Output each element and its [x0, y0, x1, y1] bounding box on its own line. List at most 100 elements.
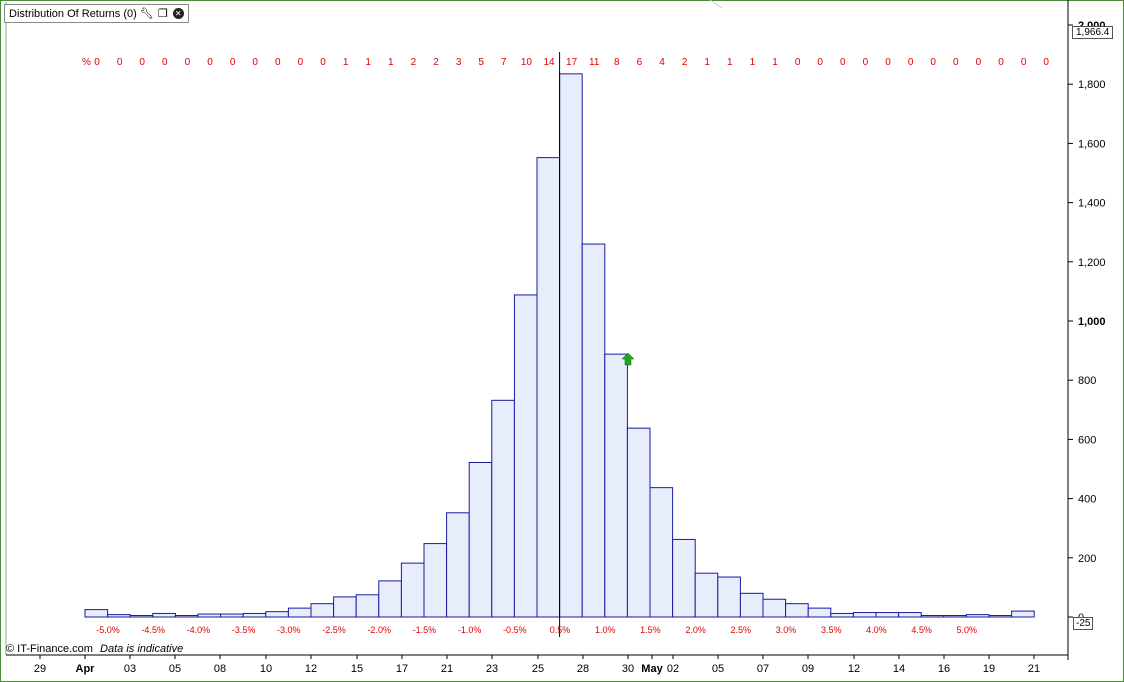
percent-label: 2: [682, 57, 688, 68]
return-label: -0.5%: [503, 625, 527, 635]
histogram-bar: [287, 607, 312, 618]
date-label: 07: [757, 663, 769, 675]
histogram-bar: [559, 73, 583, 618]
up-arrow-marker: [621, 352, 635, 366]
percent-label: 5: [478, 57, 484, 68]
return-label: 3.0%: [776, 625, 797, 635]
restore-window-icon[interactable]: ❐: [157, 8, 168, 20]
histogram-bar: [581, 243, 606, 618]
histogram-bar: [129, 615, 154, 618]
histogram-bar: [400, 562, 425, 618]
date-label: Apr: [76, 663, 96, 675]
y-tick-label: 800: [1078, 375, 1096, 387]
percent-label: 1: [772, 57, 778, 68]
histogram-bar: [739, 592, 764, 618]
histogram-bar: [830, 612, 854, 618]
percent-label: 17: [566, 57, 578, 68]
return-label: -1.0%: [458, 625, 482, 635]
date-label: 28: [577, 663, 589, 675]
histogram-bar: [604, 353, 628, 618]
histogram-bar: [875, 612, 900, 618]
histogram-bar: [174, 615, 199, 618]
date-label: 08: [214, 663, 226, 675]
y-tick-label: 200: [1078, 553, 1096, 565]
percent-label: 3: [456, 57, 462, 68]
percent-label: 14: [543, 57, 555, 68]
date-label: 17: [396, 663, 408, 675]
return-label: -3.0%: [277, 625, 301, 635]
date-label: 05: [169, 663, 181, 675]
y-tick-label: 600: [1078, 434, 1096, 446]
percent-label: 1: [343, 57, 349, 68]
y-tick-label: 1,000: [1078, 316, 1106, 328]
return-label: 4.0%: [866, 625, 887, 635]
percent-label: 1: [704, 57, 710, 68]
histogram-bar: [943, 615, 967, 618]
y-tick-label: 1,200: [1078, 257, 1106, 269]
percent-label: 0: [207, 57, 213, 68]
percent-label: 0: [230, 57, 236, 68]
percent-label: 11: [589, 57, 600, 68]
histogram-bar: [672, 538, 696, 618]
histogram-bar: [220, 613, 244, 618]
histogram-bar: [717, 576, 741, 618]
date-label: 05: [712, 663, 724, 675]
histogram-bar: [84, 609, 109, 618]
y-tick-label: 1,400: [1078, 198, 1106, 210]
percent-label: 10: [521, 57, 533, 68]
last-value-tag: 1,966.4: [1072, 26, 1114, 39]
histogram-bar: [988, 615, 1013, 618]
date-label: 15: [351, 663, 363, 675]
percent-label: 0: [162, 57, 168, 68]
percent-label: 0: [908, 57, 914, 68]
percent-label: 0: [320, 57, 326, 68]
percent-label: 0: [976, 57, 982, 68]
return-label: 1.0%: [595, 625, 616, 635]
histogram-bar: [762, 598, 787, 618]
histogram-bar: [152, 612, 176, 618]
close-icon[interactable]: ✕: [172, 8, 184, 19]
return-label: 2.0%: [685, 625, 706, 635]
date-label: 12: [305, 663, 317, 675]
histogram-bar: [852, 612, 877, 618]
date-label: 21: [1028, 663, 1040, 675]
return-label: 0.5%: [550, 625, 571, 635]
credit-note: Data is indicative: [100, 643, 184, 655]
wrench-icon[interactable]: 🔧︎: [139, 8, 154, 20]
date-label: 12: [848, 663, 860, 675]
date-label: 30: [622, 663, 634, 675]
chart-title-box: Distribution Of Returns (0) 🔧︎ ❐ ✕: [4, 4, 189, 23]
return-label: -3.5%: [232, 625, 256, 635]
return-label: -4.5%: [141, 625, 165, 635]
percent-label: 2: [433, 57, 439, 68]
return-label: 1.5%: [640, 625, 661, 635]
histogram-bar: [378, 580, 402, 618]
percent-label: 0: [275, 57, 281, 68]
return-label: -2.0%: [367, 625, 391, 635]
percent-label: 0: [252, 57, 258, 68]
percent-label: 0: [863, 57, 869, 68]
credit-line: © IT-Finance.com Data is indicative: [6, 643, 183, 655]
histogram-bar: [898, 612, 922, 618]
percent-label: 0: [885, 57, 891, 68]
chart-title: Distribution Of Returns (0): [9, 7, 137, 20]
histogram-bar: [626, 427, 651, 618]
date-label: 29: [34, 663, 46, 675]
histogram-bar: [785, 603, 809, 618]
percent-label: 0: [139, 57, 145, 68]
percent-label: 0: [298, 57, 304, 68]
percent-label: 4: [659, 57, 665, 68]
histogram-bar: [242, 612, 267, 618]
date-label: 14: [893, 663, 905, 675]
histogram-bar: [694, 572, 719, 618]
percent-row-prefix: %: [82, 57, 91, 68]
histogram-bar: [491, 399, 515, 618]
histogram-bar: [513, 294, 538, 618]
percent-label: 1: [388, 57, 394, 68]
date-label: 19: [983, 663, 995, 675]
y-tick-label: 400: [1078, 494, 1096, 506]
percent-label: 0: [1043, 57, 1049, 68]
date-label: May: [641, 663, 663, 675]
